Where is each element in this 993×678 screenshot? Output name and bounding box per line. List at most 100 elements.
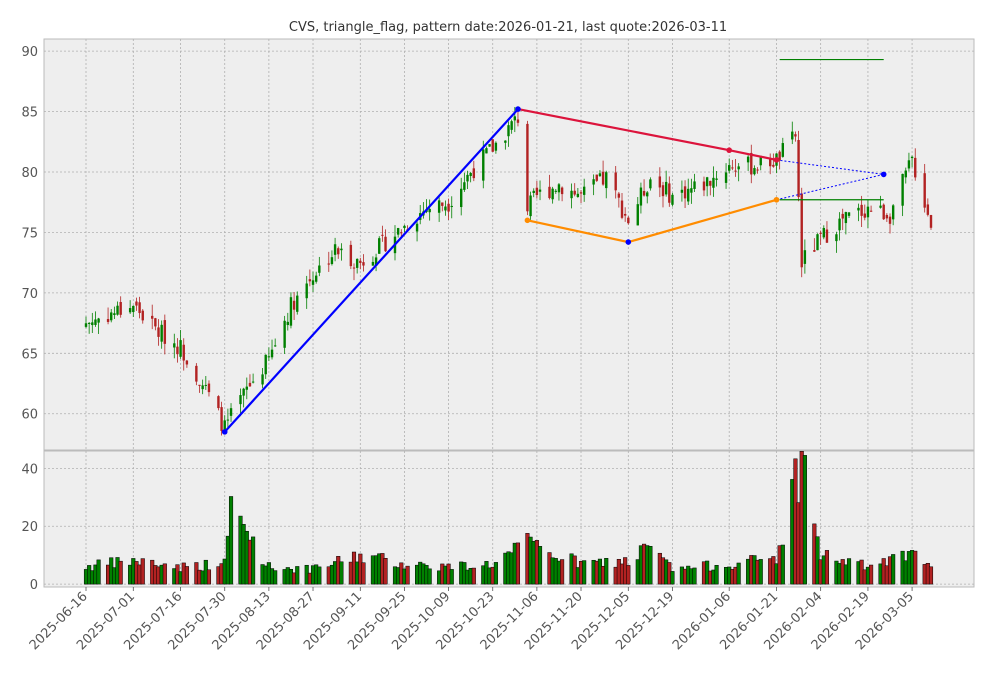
candle-body <box>759 155 762 166</box>
candle-body <box>207 383 211 393</box>
volume-bar <box>626 565 631 585</box>
volume-bar <box>692 567 697 585</box>
volume-ytick-label: 0 <box>30 578 38 593</box>
candle-body <box>84 323 88 327</box>
candle-body <box>466 174 469 182</box>
candle-body <box>296 295 299 312</box>
candle-body <box>220 407 223 431</box>
candle-body <box>664 181 668 195</box>
candle-body <box>507 125 510 137</box>
candle-body <box>847 212 851 216</box>
candle-body <box>327 263 330 265</box>
volume-ytick-label: 40 <box>21 462 38 477</box>
candle-body <box>715 178 718 180</box>
candle-body <box>340 248 343 251</box>
candle-body <box>614 172 617 191</box>
candle-body <box>283 320 286 348</box>
candle-body <box>772 164 775 167</box>
candle-body <box>261 374 264 385</box>
candle-body <box>337 248 340 255</box>
candle-body <box>570 190 573 199</box>
candle-body <box>907 160 911 169</box>
candle-body <box>554 190 557 192</box>
volume-bar <box>869 564 874 585</box>
volume-ytick-label: 20 <box>21 520 38 535</box>
candle-body <box>154 318 157 327</box>
candle-body <box>292 300 296 310</box>
volume-bar <box>515 542 521 585</box>
candle-body <box>239 395 242 405</box>
candle-body <box>381 234 384 236</box>
candle-body <box>516 119 520 123</box>
candle-body <box>460 188 463 208</box>
candle-body <box>737 166 740 170</box>
candle-body <box>286 321 289 326</box>
volume-bar <box>714 565 719 585</box>
candle-body <box>415 223 419 232</box>
price-ytick-label: 70 <box>21 287 38 302</box>
candle-body <box>658 176 662 188</box>
candle-body <box>444 206 447 211</box>
volume-bar <box>427 568 432 585</box>
candle-body <box>734 170 737 172</box>
candle-body <box>248 382 252 387</box>
candle-body <box>400 232 403 234</box>
volume-bar <box>228 496 234 585</box>
candle-body <box>491 139 494 152</box>
candle-body <box>620 200 624 218</box>
candle-body <box>229 408 233 416</box>
candle-body <box>857 207 860 211</box>
candle-body <box>128 308 132 313</box>
candle-body <box>201 385 204 390</box>
candle-body <box>841 213 844 219</box>
candle-body <box>885 214 889 219</box>
candle-body <box>305 283 308 299</box>
candle-body <box>251 381 255 383</box>
pattern-point <box>773 196 780 203</box>
candle-body <box>797 139 800 198</box>
volume-bar <box>670 571 675 585</box>
candle-body <box>690 188 693 193</box>
candle-body <box>494 142 498 151</box>
candle-body <box>157 327 160 337</box>
candle-body <box>750 152 753 175</box>
volume-bar <box>118 560 123 585</box>
candle-body <box>781 143 785 157</box>
flag-pole-line <box>223 108 519 433</box>
candle-body <box>687 188 690 202</box>
candle-body <box>768 159 772 167</box>
candle-body <box>816 234 819 251</box>
candle-body <box>671 194 674 205</box>
candle-body <box>314 275 318 282</box>
candle-body <box>560 187 564 195</box>
candle-body <box>646 192 649 197</box>
candle-body <box>904 170 907 178</box>
candle-body <box>176 346 179 355</box>
volume-bar <box>824 550 830 585</box>
candle-body <box>860 204 863 216</box>
candle-body <box>756 169 759 171</box>
candle-body <box>151 315 154 319</box>
candle-body <box>794 134 797 137</box>
candle-body <box>378 238 381 254</box>
candle-body <box>869 210 873 212</box>
volume-bar <box>802 455 807 585</box>
candle-body <box>264 354 267 375</box>
candle-body <box>447 203 450 212</box>
candle-body <box>195 365 198 382</box>
candle-body <box>627 217 630 224</box>
candle-body <box>396 228 400 235</box>
volume-bar <box>449 569 454 585</box>
volume-bar <box>140 558 145 585</box>
candle-body <box>623 213 627 216</box>
candle-body <box>182 344 185 361</box>
pattern-point <box>524 217 531 224</box>
candle-body <box>267 356 271 358</box>
candle-body <box>87 322 91 324</box>
candle-body <box>683 186 687 199</box>
candle-body <box>680 189 684 193</box>
price-ytick-label: 60 <box>21 408 38 423</box>
candle-body <box>352 267 356 269</box>
candle-body <box>778 151 781 161</box>
candle-body <box>926 204 930 215</box>
